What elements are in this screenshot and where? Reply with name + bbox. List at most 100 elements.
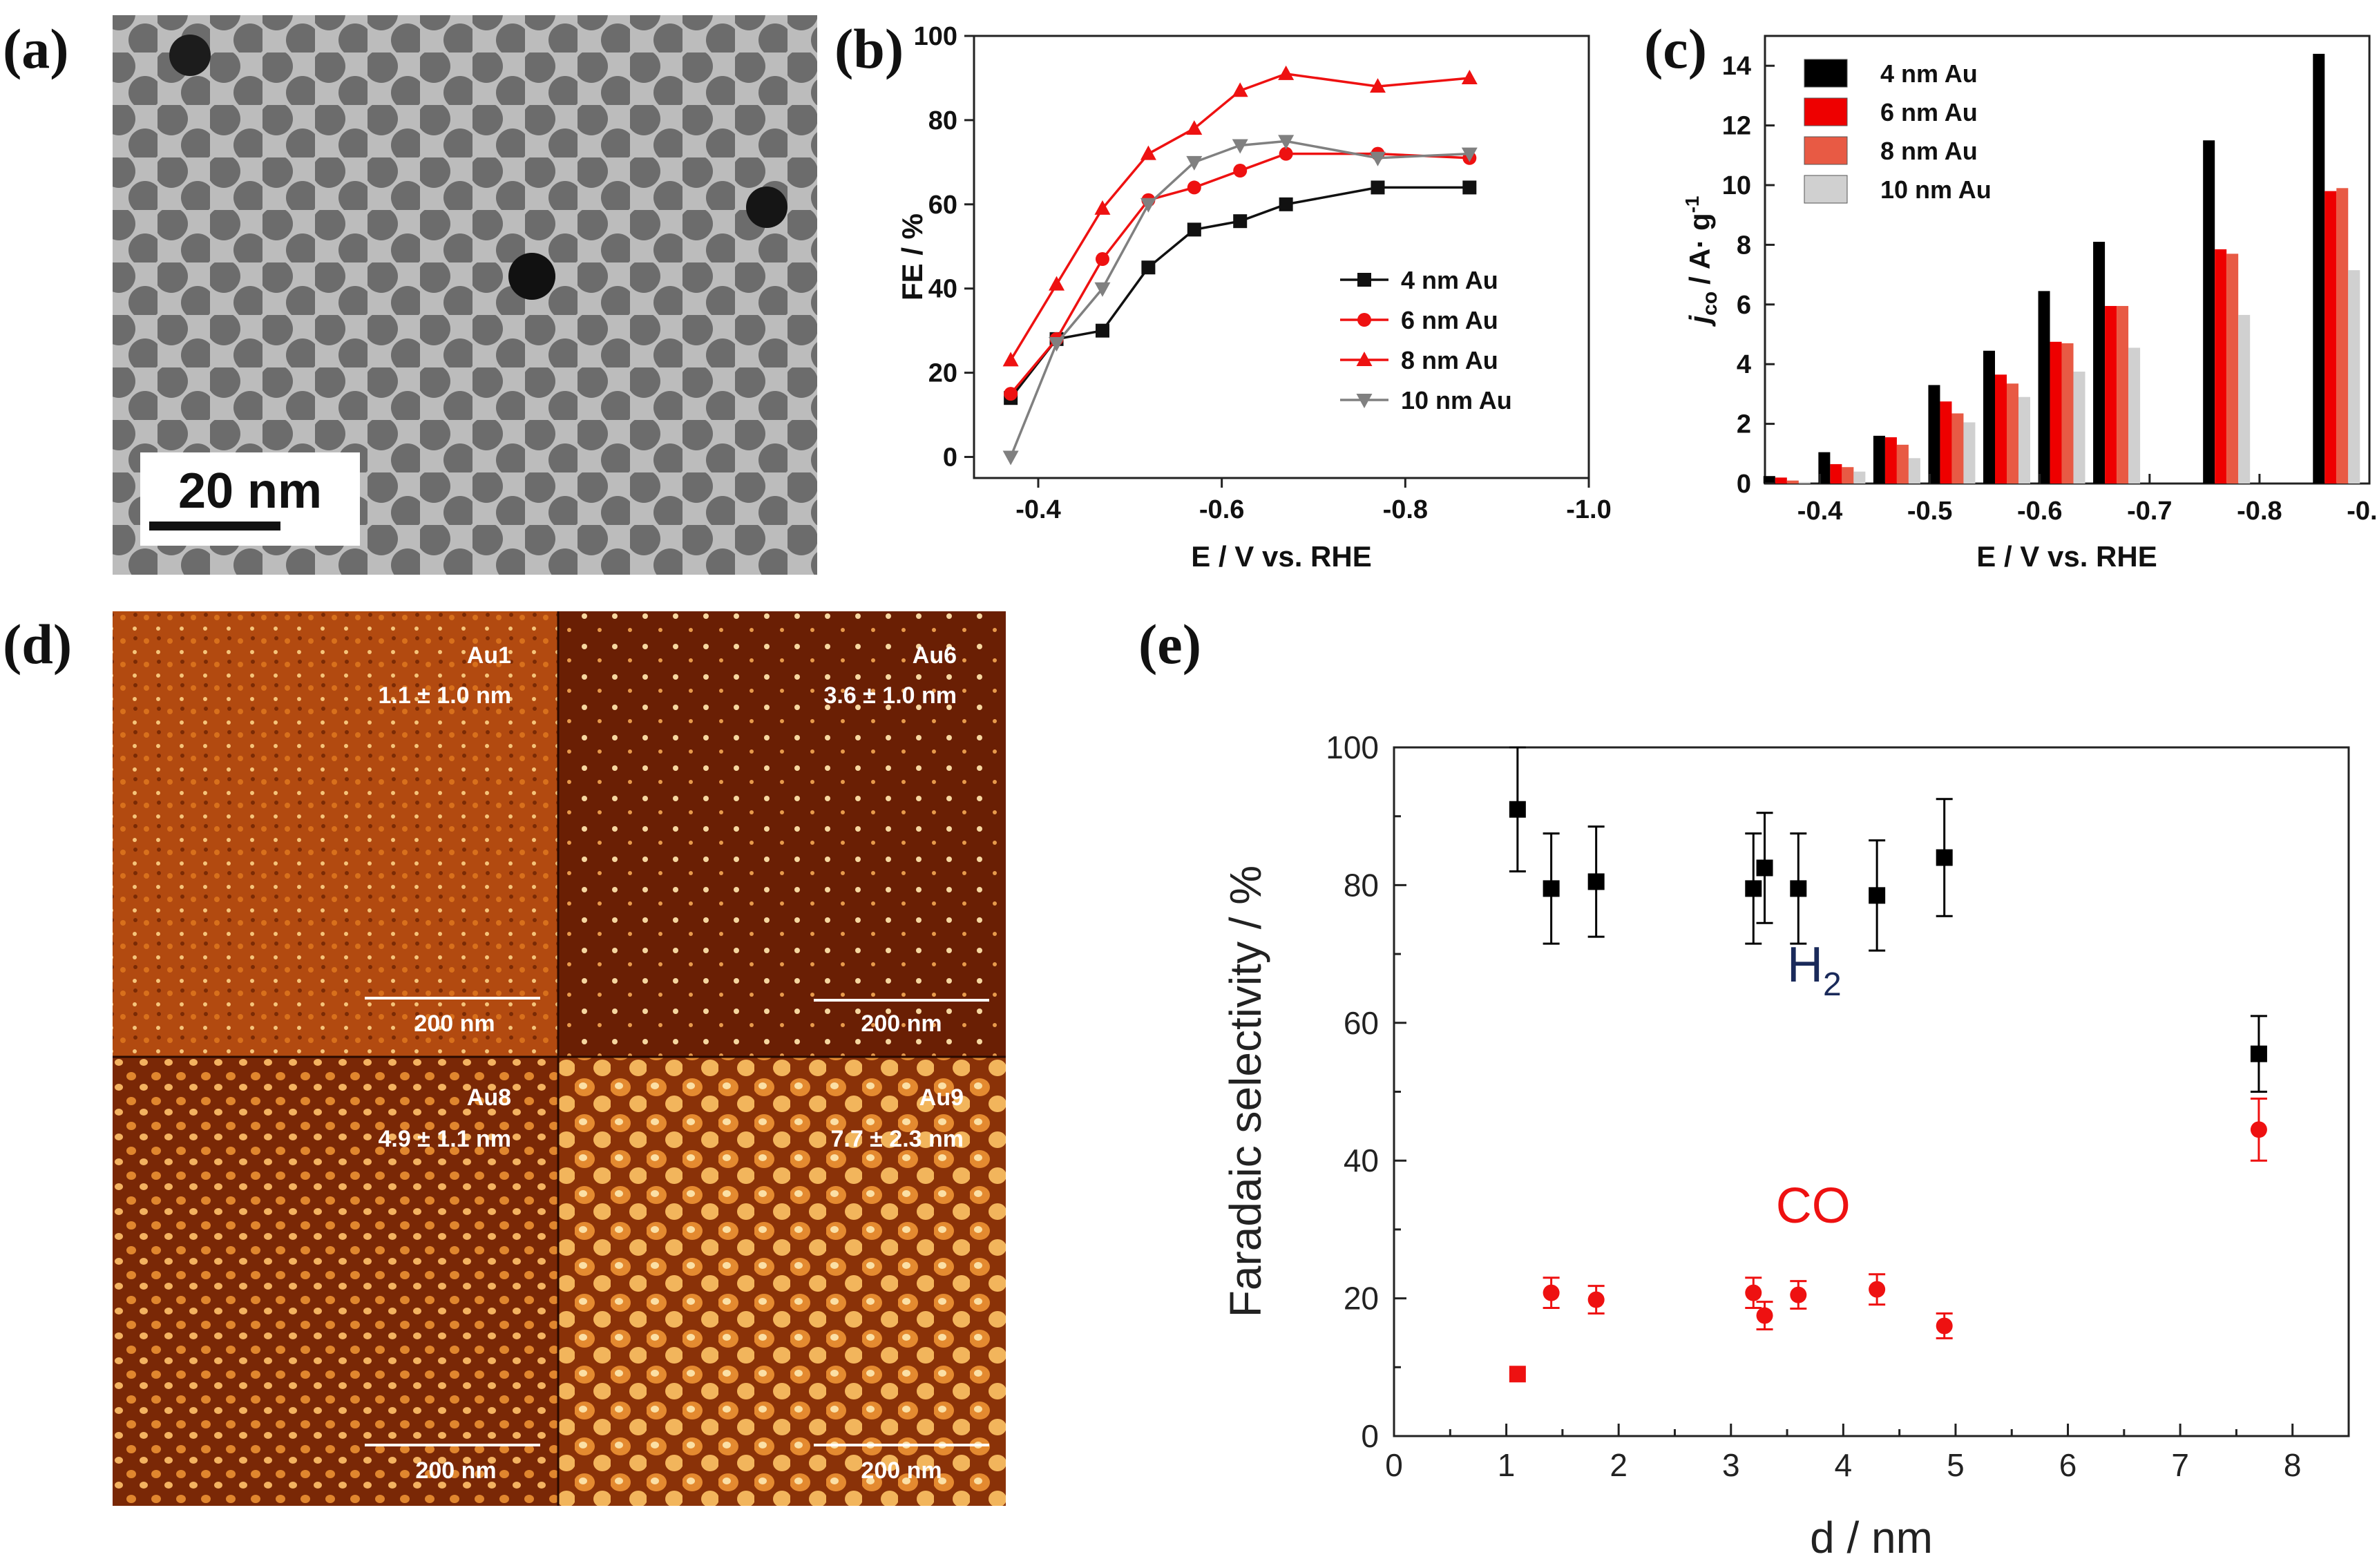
data-point: [1509, 801, 1526, 818]
x-tick-label: -0.8: [2237, 497, 2282, 526]
legend-marker: [1356, 394, 1373, 408]
bar: [1896, 444, 1909, 484]
legend-marker: [1356, 352, 1373, 366]
y-tick-label: 60: [1344, 1005, 1379, 1041]
panel-label-b: (b): [834, 17, 904, 80]
bar: [2018, 396, 2030, 484]
data-point: [1756, 1307, 1773, 1324]
data-point: [1936, 849, 1953, 866]
bar: [2226, 254, 2239, 484]
bar: [2336, 188, 2349, 484]
legend-label: 4 nm Au: [1880, 59, 1978, 88]
data-point: [1233, 164, 1248, 178]
data-point: [1141, 260, 1156, 275]
y-tick-label: 12: [1722, 112, 1751, 141]
y-tick-label: 0: [943, 443, 957, 472]
x-tick-label: 3: [1722, 1447, 1740, 1483]
y-tick-label: 0: [1737, 470, 1751, 499]
data-point: [1094, 200, 1111, 215]
y-tick-label: 2: [1737, 410, 1751, 439]
data-point: [1187, 180, 1201, 195]
plot-annotation: H2: [1787, 937, 1842, 1003]
scale-bar: [149, 522, 280, 530]
y-tick-label: 100: [1326, 729, 1379, 765]
annotation-text: CO: [1776, 1178, 1851, 1234]
bar: [1983, 350, 1995, 484]
afm-au9-name: Au9: [919, 1084, 964, 1111]
x-tick-label: -0.7: [2127, 497, 2172, 526]
data-point: [1049, 336, 1065, 352]
plot-c: -0.4 -0.5 -0.6 -0.7 -0.8 -0.9 0 2 4 6 8 10 12 14 E / …: [1681, 35, 2377, 573]
data-point: [1543, 1284, 1560, 1301]
data-point: [1095, 323, 1109, 338]
legend-label: 6 nm Au: [1401, 306, 1498, 334]
bar: [2313, 53, 2325, 484]
plot-c-legend: 4 nm Au 6 nm Au 8 nm Au 10 nm Au: [1804, 59, 1992, 204]
x-tick-label: 4: [1835, 1447, 1853, 1483]
bar: [2093, 242, 2106, 484]
afm-au9-scale: 200 nm: [861, 1457, 942, 1484]
afm-au8-size: 4.9 ± 1.1 nm: [378, 1126, 511, 1152]
data-point: [1369, 151, 1386, 166]
bar: [2348, 270, 2360, 484]
bar: [1908, 458, 1920, 484]
bar: [1842, 467, 1854, 484]
y-tick-label: 100: [914, 22, 957, 51]
bar: [1786, 480, 1799, 484]
x-tick-label: 0: [1385, 1447, 1403, 1483]
y-tick-label: 6: [1737, 291, 1751, 320]
bar: [1995, 374, 2007, 484]
data-point: [1509, 1366, 1526, 1383]
data-point: [1094, 282, 1111, 297]
data-point: [1186, 120, 1203, 135]
legend-swatch: [1804, 59, 1848, 88]
data-point: [1936, 1317, 1953, 1335]
data-point: [1278, 135, 1295, 150]
bar: [1940, 401, 1952, 484]
bar: [1951, 413, 1964, 484]
data-point: [1186, 155, 1203, 171]
bar: [1798, 481, 1811, 484]
bar: [2038, 291, 2050, 484]
afm-au8-scale: 200 nm: [415, 1457, 496, 1484]
data-point: [1371, 180, 1385, 195]
afm-au6-size: 3.6 ± 1.0 nm: [823, 682, 957, 709]
afm-au6-name: Au6: [913, 642, 957, 669]
data-point: [2250, 1045, 2267, 1062]
afm-tile-au1: [113, 611, 558, 1057]
data-point: [1049, 276, 1065, 291]
bar: [2117, 305, 2129, 484]
data-point: [1869, 1281, 1886, 1298]
x-tick-label: -0.6: [2017, 497, 2062, 526]
legend-label: 10 nm Au: [1401, 386, 1512, 414]
x-tick-label: 5: [1947, 1447, 1965, 1483]
bar: [2215, 249, 2227, 484]
y-tick-label: 10: [1722, 171, 1751, 200]
legend-marker: [1357, 313, 1371, 327]
bar: [2050, 341, 2062, 484]
plot-e-xlabel: d / nm: [1810, 1513, 1933, 1562]
data-point: [1756, 859, 1773, 877]
afm-tile-au9: [558, 1057, 1006, 1506]
legend-marker: [1357, 273, 1371, 287]
plot-c-ylabel: jco/ A· g-1: [1681, 195, 1721, 327]
y-tick-label: 14: [1722, 52, 1751, 81]
bar: [2238, 314, 2251, 484]
plot-e-ylabel: Faradaic selectivity / %: [1221, 866, 1270, 1317]
data-point: [1095, 252, 1109, 267]
x-tick-label: 7: [2171, 1447, 2189, 1483]
legend-label: 4 nm Au: [1401, 266, 1498, 294]
data-point: [1002, 352, 1019, 367]
legend-label: 6 nm Au: [1880, 98, 1978, 126]
plot-b-frame: [973, 35, 1590, 479]
afm-images: Au1 1.1 ± 1.0 nm 200 nm Au6 3.6 ± 1.0 nm…: [113, 611, 1006, 1506]
y-tick-label: 8: [1737, 231, 1751, 260]
bar: [1928, 385, 1940, 484]
bar: [1775, 477, 1787, 484]
data-point: [2250, 1121, 2267, 1138]
afm-tile-au8: [113, 1057, 558, 1506]
plot-b-legend: 4 nm Au 6 nm Au 8 nm Au 10 nm Au: [1340, 266, 1512, 414]
bar: [1818, 452, 1831, 484]
data-point: [1232, 139, 1248, 154]
x-tick-label: -0.4: [1797, 497, 1842, 526]
